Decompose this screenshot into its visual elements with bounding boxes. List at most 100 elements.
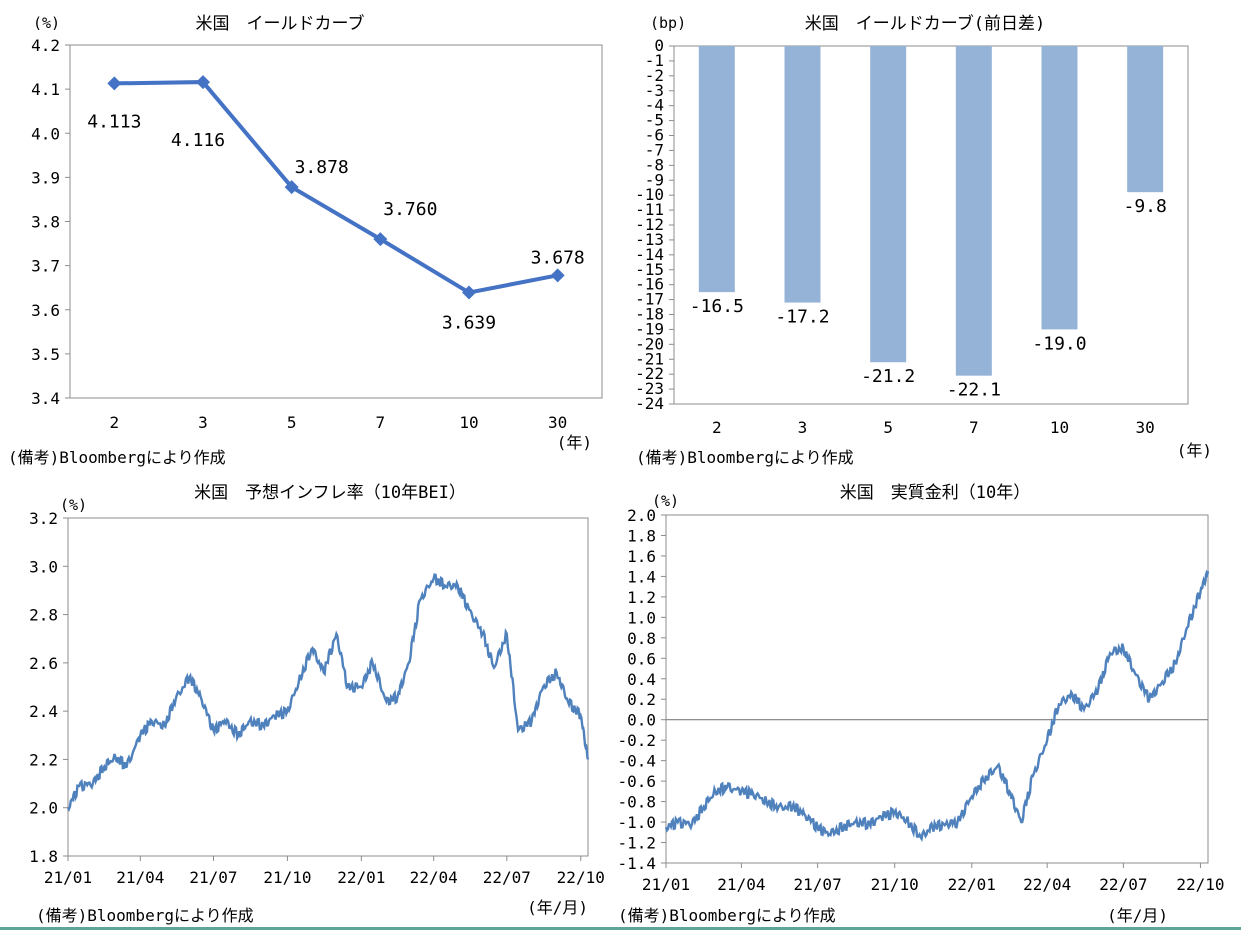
real-rate-y-tick-label: 1.2	[627, 588, 656, 607]
yield-change-y-tick-label: -21	[635, 349, 664, 368]
bei-y-tick-label: 2.6	[29, 654, 58, 673]
yield-curve-data-point	[373, 232, 388, 247]
yield-change-y-tick-label: -5	[645, 111, 664, 130]
real-rate-x-tick-label: 22/07	[1099, 875, 1147, 894]
yield-change-bar	[1127, 46, 1164, 193]
real-rate-y-tick-label: -1.0	[617, 813, 656, 832]
yield-curve-plot-area	[69, 44, 603, 399]
yield-change-y-tick-label: -8	[645, 155, 664, 174]
real-rate-x-tick-label: 22/04	[1023, 875, 1071, 894]
real-rate-unit-label: (%)	[652, 492, 679, 510]
yield-curve-data-point	[196, 75, 210, 90]
yield-change-bar	[698, 46, 735, 293]
yield-change-y-tick-label: -13	[635, 230, 664, 249]
yield-change-y-tick-label: -17	[635, 290, 664, 309]
yield-curve-y-tick-label: 4.2	[31, 36, 60, 55]
yield-change-y-tick-label: -15	[635, 260, 664, 279]
real-rate-y-tick-label: -0.2	[617, 731, 656, 750]
real-rate-y-tick-label: -0.8	[617, 793, 656, 812]
real-rate-y-tick-label: 1.8	[627, 526, 656, 545]
yield-change-y-tick-label: -22	[635, 364, 664, 383]
bei-y-tick-label: 2.0	[29, 799, 58, 818]
real-rate-x-tick-label: 22/01	[948, 875, 996, 894]
yield-change-x-tick-label: 30	[1136, 418, 1155, 437]
yield-change-y-tick-label: -2	[645, 66, 664, 85]
real-rate-y-tick-label: 1.6	[627, 547, 656, 566]
bei-note: (備考)Bloombergにより作成	[36, 906, 254, 925]
yield-change-y-tick-label: -7	[645, 140, 664, 159]
real-rate-x-tick-label: 21/10	[871, 875, 919, 894]
yield-curve-series-line	[114, 80, 559, 295]
yield-curve-data-label: 4.116	[171, 130, 225, 151]
real-rate-y-tick-label: 0.6	[627, 649, 656, 668]
bei-y-tick-label: 2.2	[29, 750, 58, 769]
real-rate-y-tick-label: -1.4	[617, 854, 656, 873]
real-rate-y-tick-label: 1.4	[627, 567, 656, 586]
yield-change-data-label: -22.1	[947, 380, 1001, 401]
bei-unit-label: (%)	[60, 496, 87, 514]
yield-change-y-tick-label: -10	[635, 185, 664, 204]
yield-curve-x-unit-label: (年)	[557, 433, 592, 452]
yield-curve-data-point	[550, 268, 565, 283]
real-rate-x-tick-label: 22/10	[1176, 875, 1224, 894]
yield-curve-data-label: 4.113	[87, 111, 141, 132]
yield-change-y-tick-label: -18	[635, 305, 664, 324]
yield-change-y-tick-label: -19	[635, 319, 664, 338]
bei-x-tick-label: 21/01	[44, 868, 92, 887]
yield-change-data-label: -19.0	[1032, 333, 1086, 354]
yield-curve-y-tick-label: 4.0	[31, 124, 60, 143]
yield-change-bar	[870, 46, 907, 363]
real-rate-y-tick-label: 1.0	[627, 608, 656, 627]
bei-x-tick-label: 22/10	[557, 868, 605, 887]
bei-x-tick-label: 21/10	[263, 868, 311, 887]
yield-curve-y-tick-label: 3.5	[31, 345, 60, 364]
real-rate-y-tick-label: 0.8	[627, 629, 656, 648]
real-rate-y-tick-label: -0.6	[617, 772, 656, 791]
bei-y-tick-label: 1.8	[29, 847, 58, 866]
yield-change-data-label: -21.2	[861, 366, 915, 387]
yield-change-data-label: -16.5	[690, 296, 744, 317]
yield-change-x-tick-label: 5	[883, 418, 893, 437]
bei-y-tick-label: 2.4	[29, 702, 58, 721]
yield-change-title: 米国 イールドカーブ(前日差)	[805, 13, 1045, 34]
bei-title: 米国 予想インフレ率（10年BEI）	[194, 483, 466, 503]
yield-change-y-tick-label: -4	[645, 96, 664, 115]
yield-change-y-tick-label: -24	[635, 394, 664, 413]
yield-change-y-tick-label: -1	[645, 51, 664, 70]
real-rate-y-tick-label: -1.2	[617, 834, 656, 853]
yield-change-x-unit-label: (年)	[1177, 441, 1212, 460]
bei-x-tick-label: 22/01	[337, 868, 385, 887]
yield-change-y-tick-label: -12	[635, 215, 664, 234]
bei-plot-area	[67, 517, 589, 857]
real-rate-x-tick-label: 21/04	[717, 875, 765, 894]
yield-change-y-tick-label: -3	[645, 81, 664, 100]
yield-change-bar	[784, 46, 821, 303]
yield-curve-x-tick-label: 10	[459, 413, 478, 432]
yield-change-y-tick-label: -20	[635, 334, 664, 353]
yield-curve-data-point	[462, 285, 476, 300]
yield-curve-note: (備考)Bloombergにより作成	[8, 448, 226, 467]
bei-series-line	[66, 573, 590, 812]
yield-change-y-tick-label: -9	[645, 170, 664, 189]
yield-curve-y-tick-label: 4.1	[31, 80, 60, 99]
yield-change-x-tick-label: 2	[712, 418, 722, 437]
real-rate-y-tick-label: 0.2	[627, 690, 656, 709]
yield-curve-data-label: 3.639	[442, 313, 496, 334]
yield-curve-y-tick-label: 3.6	[31, 301, 60, 320]
real-rate-x-tick-label: 21/07	[794, 875, 842, 894]
real-rate-x-unit-label: (年/月)	[1107, 906, 1168, 925]
yield-curve-data-point	[107, 76, 122, 91]
bei-y-tick-label: 3.0	[29, 557, 58, 576]
real-rate-note: (備考)Bloombergにより作成	[618, 906, 836, 925]
real-rate-x-tick-label: 21/01	[642, 875, 690, 894]
real-rate-y-tick-label: 0.4	[627, 670, 656, 689]
yield-change-bar	[1041, 46, 1078, 330]
yield-change-y-tick-label: -6	[645, 126, 664, 145]
real-rate-series-line	[664, 569, 1210, 843]
yield-change-y-tick-label: -11	[635, 200, 664, 219]
yield-change-plot-area	[673, 45, 1189, 405]
bei-x-unit-label: (年/月)	[527, 898, 588, 917]
yield-change-data-label: -9.8	[1123, 196, 1166, 217]
yield-change-y-tick-label: 0	[654, 36, 664, 55]
